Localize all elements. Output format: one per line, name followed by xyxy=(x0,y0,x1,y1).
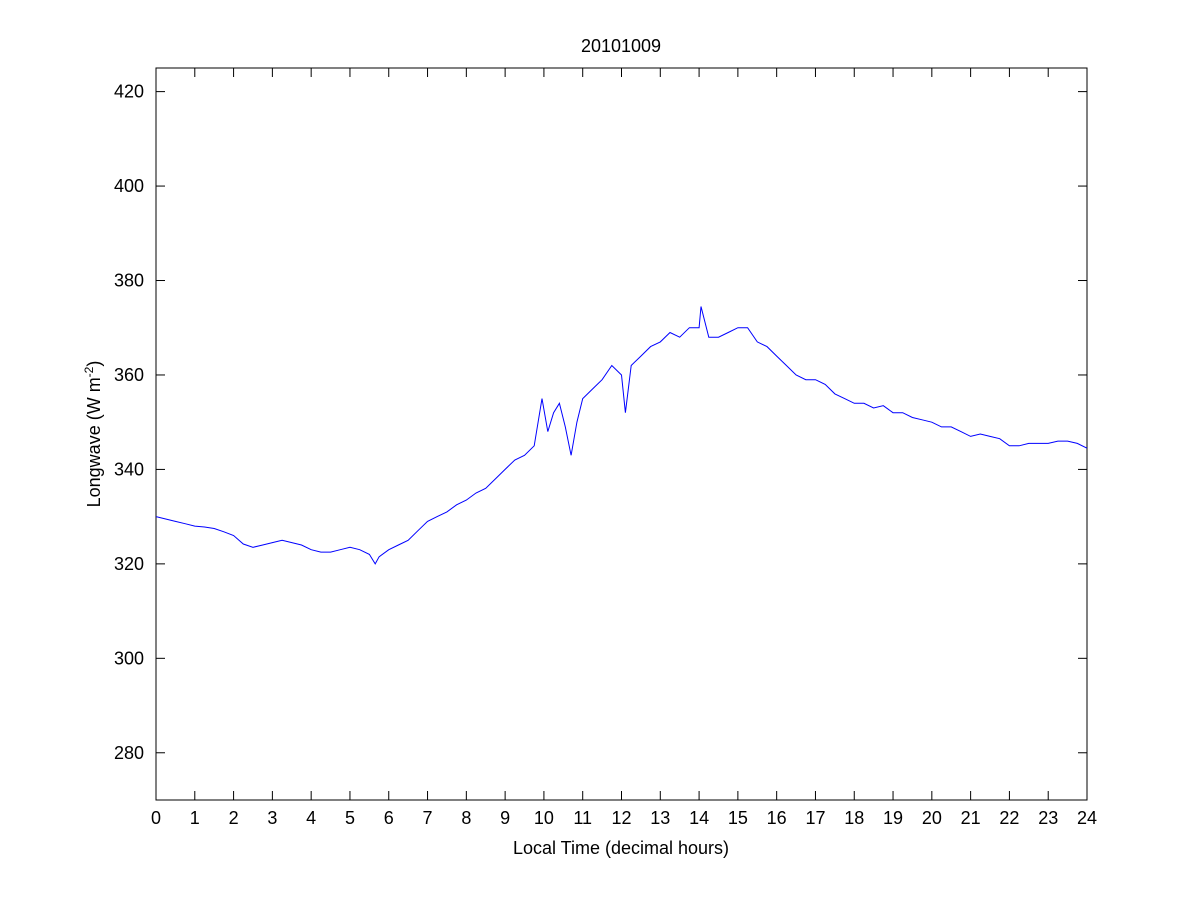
x-tick-label: 10 xyxy=(534,808,554,828)
x-tick-label: 15 xyxy=(728,808,748,828)
y-tick-label: 280 xyxy=(114,743,144,763)
x-tick-label: 11 xyxy=(573,808,592,828)
x-tick-label: 7 xyxy=(423,808,433,828)
x-tick-label: 23 xyxy=(1038,808,1058,828)
x-tick-label: 16 xyxy=(767,808,787,828)
x-tick-label: 8 xyxy=(461,808,471,828)
y-tick-label: 380 xyxy=(114,271,144,291)
x-tick-label: 4 xyxy=(306,808,316,828)
y-tick-label: 340 xyxy=(114,459,144,479)
x-tick-label: 0 xyxy=(151,808,161,828)
x-tick-label: 6 xyxy=(384,808,394,828)
y-tick-label: 420 xyxy=(114,82,144,102)
x-tick-label: 17 xyxy=(805,808,825,828)
x-tick-label: 9 xyxy=(500,808,510,828)
y-axis-label: Longwave (W m-2) xyxy=(82,361,104,508)
x-tick-label: 22 xyxy=(999,808,1019,828)
longwave-series-line xyxy=(155,306,1088,565)
x-tick-label: 1 xyxy=(190,808,200,828)
plot-area xyxy=(155,67,1088,801)
x-tick-label: 21 xyxy=(961,808,981,828)
x-tick-label: 19 xyxy=(883,808,903,828)
y-tick-label: 320 xyxy=(114,554,144,574)
x-axis-label: Local Time (decimal hours) xyxy=(513,838,729,858)
x-tick-label: 20 xyxy=(922,808,942,828)
x-tick-label: 5 xyxy=(345,808,355,828)
y-tick-label: 300 xyxy=(114,648,144,668)
x-tick-label: 2 xyxy=(229,808,239,828)
x-tick-label: 18 xyxy=(844,808,864,828)
x-tick-label: 14 xyxy=(689,808,709,828)
y-tick-label: 360 xyxy=(114,365,144,385)
x-tick-label: 24 xyxy=(1077,808,1097,828)
chart-title: 20101009 xyxy=(581,36,661,56)
x-tick-label: 13 xyxy=(650,808,670,828)
y-tick-label: 400 xyxy=(114,176,144,196)
x-tick-label: 12 xyxy=(611,808,631,828)
x-tick-label: 3 xyxy=(267,808,277,828)
